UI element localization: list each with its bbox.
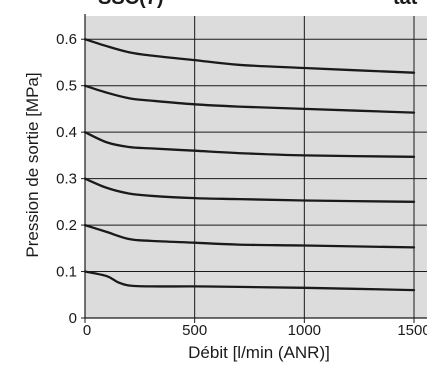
x-tick-label: 1000 [288, 322, 321, 339]
series-line-4 [83, 177, 416, 203]
y-tick-label: 0.4 [56, 124, 77, 141]
axes [81, 14, 427, 323]
x-tick-label: 500 [182, 322, 207, 339]
series-line-6 [83, 270, 416, 292]
x-tick-label: 0 [83, 322, 91, 339]
y-tick-label: 0.1 [56, 264, 77, 281]
y-tick-labels: 0 0.1 0.2 0.3 0.4 0.5 0.6 [56, 31, 77, 327]
y-axis-label: Pression de sortie [MPa] [23, 72, 42, 257]
grid [85, 16, 427, 318]
y-tick-label: 0.3 [56, 171, 77, 188]
series-line-3 [83, 131, 416, 158]
y-tick-label: 0 [69, 310, 77, 327]
series-line-1 [83, 38, 416, 74]
cropped-header-text-left: SSC(7) [98, 0, 164, 9]
x-tick-label: 1500 [397, 322, 427, 339]
cropped-header-text-right: tat [393, 0, 418, 9]
x-axis-label: Débit [l/min (ANR)] [188, 343, 330, 362]
y-tick-label: 0.2 [56, 217, 77, 234]
y-tick-label: 0.6 [56, 31, 77, 48]
y-tick-label: 0.5 [56, 78, 77, 95]
x-tick-labels: 0 500 1000 1500 [83, 322, 427, 339]
series-line-5 [83, 223, 416, 249]
series-lines [83, 38, 416, 292]
plot-area [85, 16, 427, 318]
series-line-2 [83, 84, 416, 114]
